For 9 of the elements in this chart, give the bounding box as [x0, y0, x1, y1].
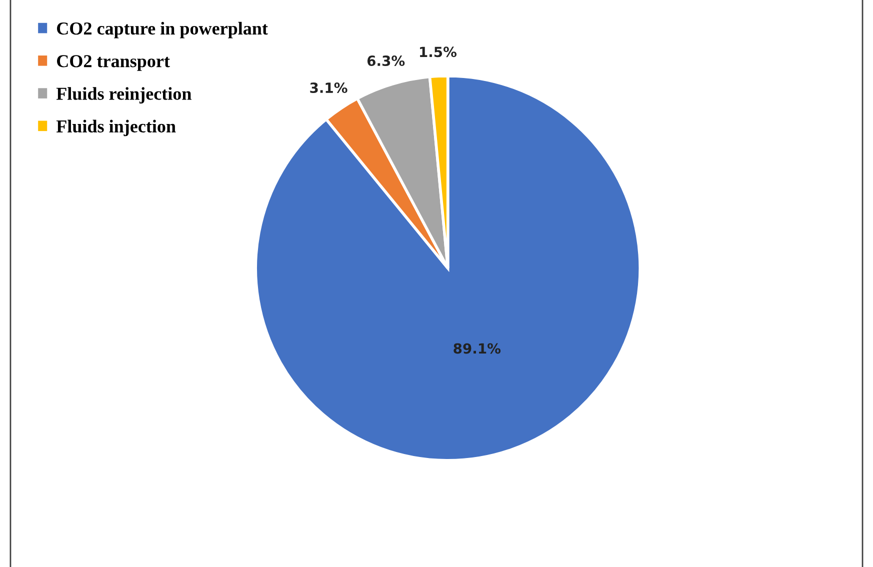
- legend-label: CO2 capture in powerplant: [57, 22, 268, 38]
- data-label: 89.1%: [454, 343, 501, 354]
- pie-slice: [254, 74, 642, 462]
- legend-label: Fluids reinjection: [56, 87, 192, 104]
- data-label: 3.1%: [310, 82, 348, 94]
- legend-label: Fluids injection: [56, 120, 176, 136]
- data-label: 1.5%: [420, 46, 457, 58]
- data-label: 6.3%: [367, 56, 405, 66]
- legend-label: CO2 transport: [57, 55, 170, 71]
